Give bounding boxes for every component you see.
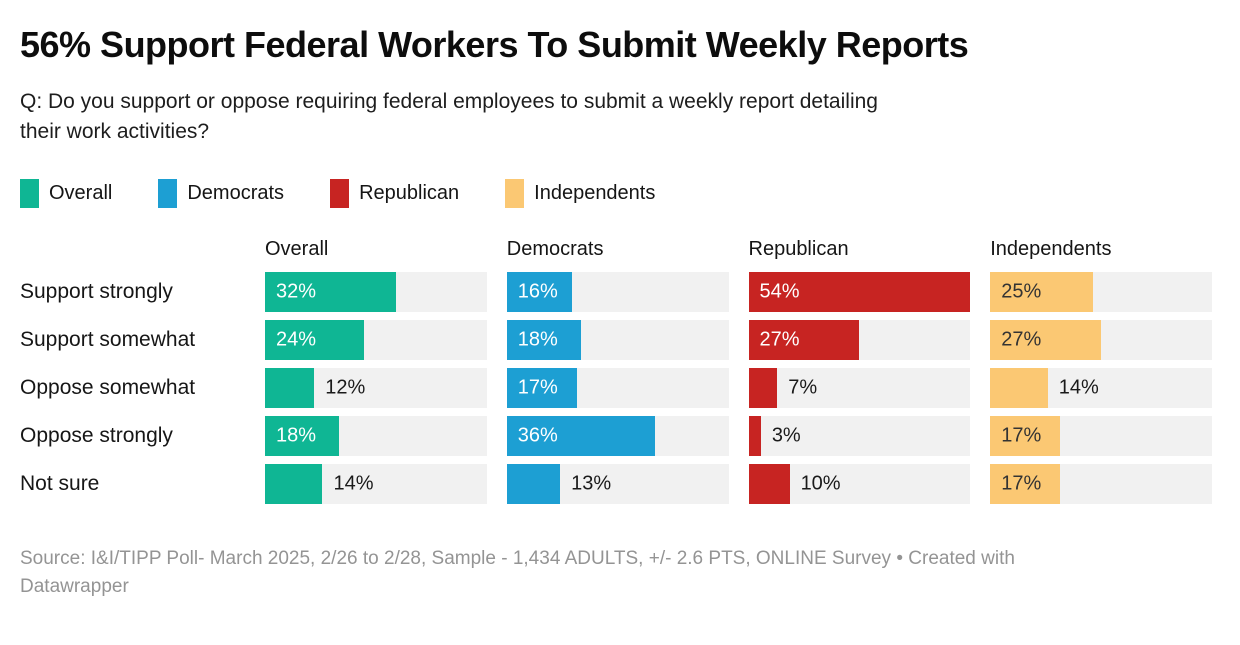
bar-value-label: 17%: [1001, 424, 1042, 447]
row-label: Support somewhat: [20, 328, 196, 351]
legend-label: Republican: [359, 182, 460, 204]
bar-value-label: 36%: [517, 424, 558, 447]
bar-track: 17%: [990, 416, 1212, 456]
bar-value-label: 7%: [788, 376, 818, 399]
bar-fill: [265, 368, 315, 408]
bar-fill: [748, 320, 860, 360]
bar-track: 18%: [506, 320, 729, 360]
legend-swatch-icon: [505, 179, 525, 208]
bar-track: 13%: [506, 464, 729, 504]
subtitle-line-2: their work activities?: [20, 120, 210, 143]
bar-fill: [506, 464, 561, 504]
bar-fill: [506, 272, 573, 312]
legend-swatch-icon: [20, 179, 39, 208]
column-header-democrats: Democrats: [506, 238, 604, 260]
legend-item-democrats: Democrats: [158, 179, 284, 208]
bar-value-label: 27%: [759, 328, 800, 351]
bar-fill: [990, 464, 1061, 504]
bar-value-label: 54%: [759, 280, 800, 303]
header-spacer: [20, 238, 245, 264]
bar-value-label: 10%: [800, 472, 841, 495]
row-label: Not sure: [20, 472, 100, 495]
bar-value-label: 18%: [276, 424, 317, 447]
bar-value-label: 24%: [276, 328, 317, 351]
bar-track: 14%: [265, 464, 487, 504]
chart-subtitle: Q: Do you support or oppose requiring fe…: [20, 87, 1212, 147]
bar-track: 17%: [990, 464, 1212, 504]
bar-fill: [265, 416, 339, 456]
bar-value-label: 12%: [325, 376, 366, 399]
subtitle-line-1: Q: Do you support or oppose requiring fe…: [20, 90, 878, 113]
bar-track: 24%: [265, 320, 487, 360]
bar-track: 10%: [748, 464, 971, 504]
source-line-2[interactable]: Datawrapper: [20, 576, 129, 597]
bar-value-label: 3%: [771, 424, 801, 447]
bar-value-label: 14%: [333, 472, 374, 495]
legend-item-republican: Republican: [330, 179, 459, 208]
bar-track: 18%: [265, 416, 487, 456]
row-label: Oppose strongly: [20, 424, 173, 447]
bar-track: 54%: [748, 272, 971, 312]
legend: Overall Democrats Republican Independents: [20, 179, 1212, 208]
row-label: Oppose somewhat: [20, 376, 196, 399]
bar-fill: [506, 368, 577, 408]
bar-fill: [265, 272, 397, 312]
bar-fill: [990, 320, 1102, 360]
legend-swatch-icon: [158, 179, 178, 208]
bar-track: 7%: [748, 368, 971, 408]
bar-fill: [265, 464, 323, 504]
column-header-overall: Overall: [265, 238, 329, 260]
page-title: 56% Support Federal Workers To Submit We…: [20, 24, 969, 65]
chart: Overall Democrats Republican Independents Su…: [20, 238, 1212, 504]
bar-value-label: 16%: [517, 280, 558, 303]
bar-track: 14%: [990, 368, 1212, 408]
bar-track: 32%: [265, 272, 487, 312]
bar-track: 27%: [990, 320, 1212, 360]
bar-fill: [748, 368, 778, 408]
bar-fill: [748, 272, 971, 312]
bar-fill: [748, 416, 761, 456]
bar-fill: [506, 320, 581, 360]
row-label: Support strongly: [20, 280, 173, 303]
bar-value-label: 14%: [1058, 376, 1099, 399]
legend-label: Democrats: [187, 182, 285, 204]
bar-fill: [506, 416, 655, 456]
bar-track: 3%: [748, 416, 971, 456]
bar-fill: [990, 416, 1061, 456]
column-header-republican: Republican: [748, 238, 849, 260]
source-line-1: Source: I&I/TIPP Poll- March 2025, 2/26 …: [20, 548, 1015, 569]
bar-fill: [748, 464, 790, 504]
bar-track: 16%: [506, 272, 729, 312]
legend-swatch-icon: [330, 179, 350, 208]
chart-page: 56% Support Federal Workers To Submit We…: [0, 25, 1240, 645]
bar-fill: [990, 368, 1048, 408]
legend-item-independents: Independents: [505, 179, 655, 208]
bar-fill: [265, 320, 364, 360]
bar-value-label: 32%: [276, 280, 317, 303]
bar-track: 17%: [506, 368, 729, 408]
bar-track: 12%: [265, 368, 487, 408]
bar-track: 25%: [990, 272, 1212, 312]
source-credit: Source: I&I/TIPP Poll- March 2025, 2/26 …: [20, 545, 1212, 601]
bar-fill: [990, 272, 1093, 312]
bar-value-label: 17%: [517, 376, 558, 399]
bar-value-label: 13%: [571, 472, 612, 495]
bar-value-label: 18%: [517, 328, 558, 351]
legend-label: Independents: [534, 182, 656, 204]
bar-value-label: 25%: [1001, 280, 1042, 303]
bar-track: 36%: [506, 416, 729, 456]
legend-label: Overall: [49, 182, 113, 204]
bar-track: 27%: [748, 320, 971, 360]
bar-value-label: 17%: [1001, 472, 1042, 495]
bar-value-label: 27%: [1001, 328, 1042, 351]
legend-item-overall: Overall: [20, 179, 112, 208]
column-header-independents: Independents: [990, 238, 1112, 260]
